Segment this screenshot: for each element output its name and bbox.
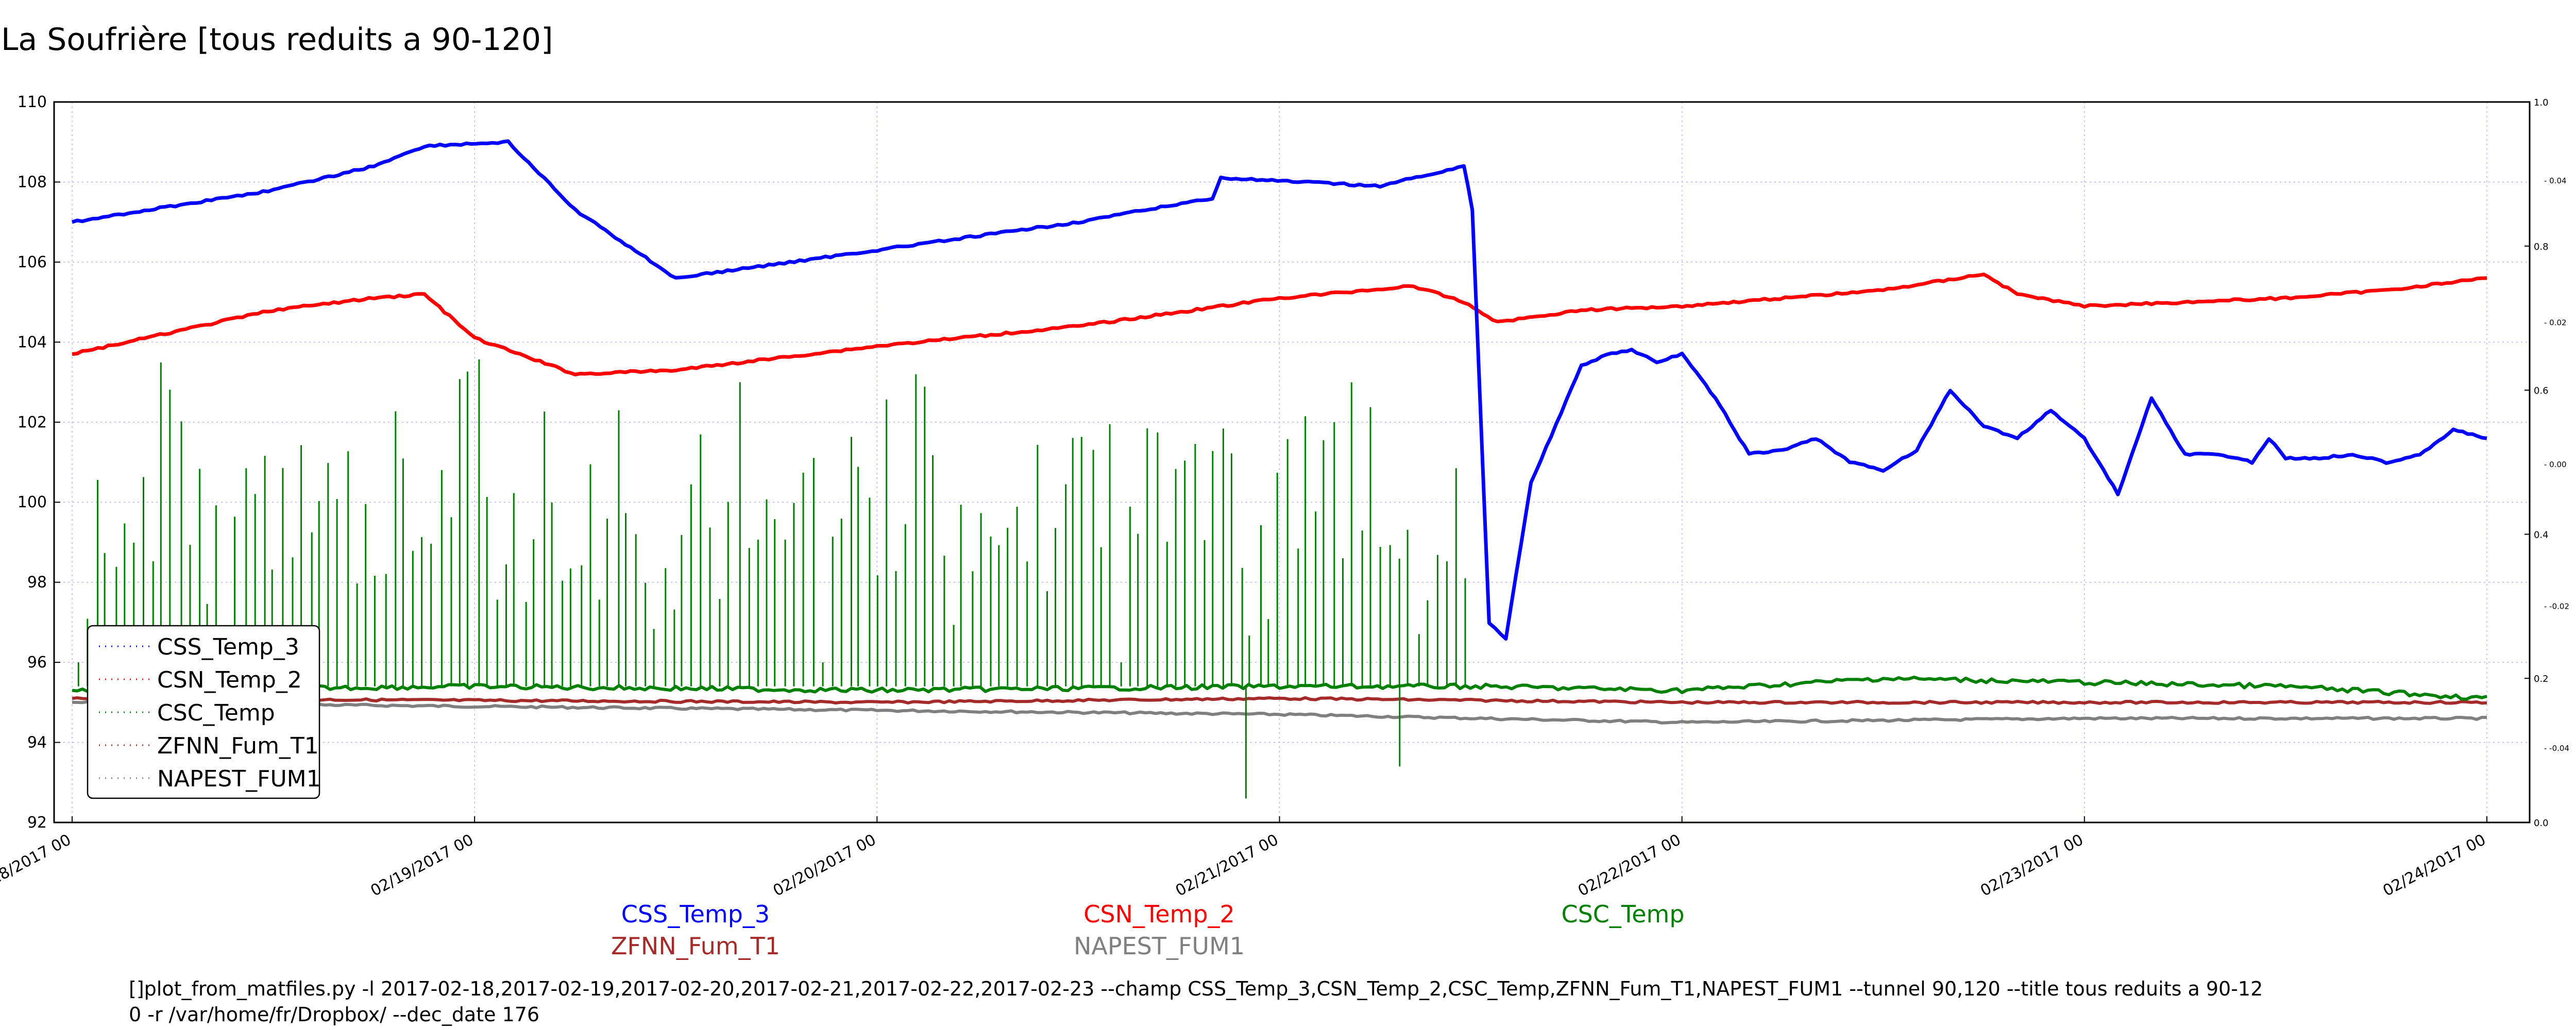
y2-inner-tick-label: - -0.02 (2544, 602, 2569, 611)
y-tick-label: 92 (27, 814, 47, 832)
y2-tick-label: 0.2 (2534, 674, 2549, 684)
y-tick-label: 110 (18, 93, 47, 111)
y2-inner-tick-label: - 0.00 (2544, 460, 2567, 469)
x-tick-label: 02/22/2017 00 (1575, 831, 1684, 900)
y-tick-label: 98 (27, 574, 47, 592)
y-tick-label: 100 (18, 493, 47, 511)
y2-tick-label: 0.4 (2534, 529, 2549, 540)
series-line-csn-temp-2 (72, 272, 2487, 376)
y-tick-label: 106 (18, 253, 47, 271)
series-line-napest-fum1 (72, 700, 2487, 725)
y2-tick-label: 1.0 (2534, 97, 2549, 108)
series-line-csc-temp (72, 675, 2487, 701)
series-label: ZFNN_Fum_T1 (611, 932, 781, 960)
command-line-1: []plot_from_matfiles.py -l 2017-02-18,20… (129, 977, 2263, 1000)
x-tick-label: 02/19/2017 00 (368, 831, 477, 900)
legend-label: CSS_Temp_3 (157, 634, 299, 660)
y2-inner-tick-label: - -0.04 (2544, 744, 2569, 753)
legend: CSS_Temp_3 CSN_Temp_2 CSC_Temp ZFNN_Fum_T1 N… (87, 625, 321, 799)
y-tick-label: 96 (27, 654, 47, 672)
legend-label: CSC_Temp (157, 700, 275, 726)
series-label: NAPEST_FUM1 (1073, 932, 1245, 960)
y-tick-label: 102 (18, 414, 47, 432)
y2-tick-label: 0.6 (2534, 386, 2549, 397)
x-tick-label: 02/20/2017 00 (770, 831, 879, 900)
chart-title: La Soufrière [tous reduits a 90-120] (1, 22, 553, 58)
series-line-zfnn-fum-t1 (72, 696, 2487, 705)
y2-tick-label: 0.8 (2534, 242, 2549, 252)
legend-label: ZFNN_Fum_T1 (157, 733, 319, 759)
x-tick-label: 02/18/2017 00 (0, 831, 74, 900)
legend-label: CSN_Temp_2 (157, 667, 302, 693)
y-tick-label: 108 (18, 173, 47, 191)
y-tick-label: 104 (18, 333, 47, 351)
series-lines (71, 139, 2487, 799)
y-tick-label: 94 (27, 734, 47, 752)
x-tick-label: 02/21/2017 00 (1173, 831, 1281, 900)
series-line-css-temp-3 (71, 139, 2487, 641)
series-label: CSS_Temp_3 (621, 900, 770, 928)
y2-tick-label: 0.0 (2534, 818, 2549, 829)
axes: 92 94 96 98 100 102 104 106 108 110 02/18/2017 00 0… (0, 93, 2569, 900)
command-line: []plot_from_matfiles.py -l 2017-02-18,20… (129, 976, 2263, 1027)
series-label: CSN_Temp_2 (1083, 900, 1235, 928)
plot-area (53, 101, 2531, 823)
legend-label: NAPEST_FUM1 (157, 766, 321, 792)
command-line-2: 0 -r /var/home/fr/Dropbox/ --dec_date 17… (129, 1003, 540, 1026)
series-label: CSC_Temp (1561, 900, 1685, 928)
x-tick-label: 02/23/2017 00 (1977, 831, 2086, 900)
y2-inner-tick-label: - 0.04 (2544, 176, 2567, 185)
x-tick-label: 02/24/2017 00 (2380, 831, 2489, 900)
y2-inner-tick-label: - 0.02 (2544, 318, 2567, 328)
legend-box (87, 625, 320, 799)
